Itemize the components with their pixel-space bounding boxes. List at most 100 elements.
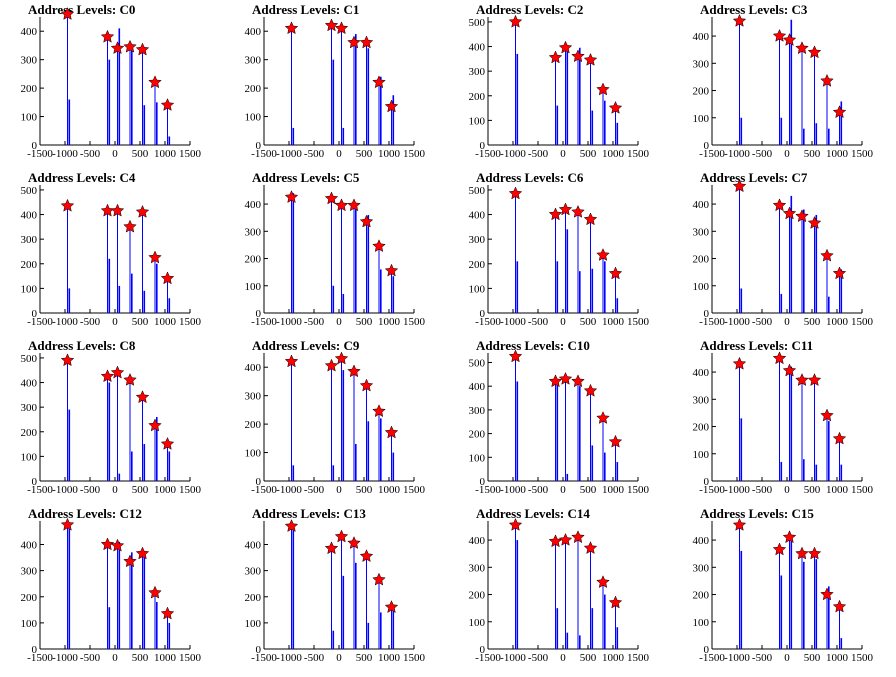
y-tick-label: 0 <box>32 308 38 320</box>
x-tick-label: -1000 <box>276 652 302 664</box>
peak-star-marker <box>347 198 361 212</box>
peak-star-marker <box>732 356 747 370</box>
peak-star-marker <box>123 39 137 53</box>
y-tick-label: 200 <box>21 259 38 271</box>
x-tick-label: 0 <box>112 148 118 160</box>
x-tick-label: 1500 <box>627 148 650 160</box>
y-tick-label: 300 <box>21 55 38 67</box>
peak-star-marker <box>372 239 386 252</box>
x-tick-label: 0 <box>336 148 342 160</box>
peak-star-marker <box>548 207 563 221</box>
peak-star-marker <box>832 266 847 280</box>
x-tick-label: 0 <box>112 484 118 496</box>
peak-star-marker <box>160 606 175 620</box>
peak-star-marker <box>782 363 797 377</box>
y-tick-label: 200 <box>469 590 486 602</box>
peak-star-marker <box>548 374 563 388</box>
x-tick-label: -1000 <box>52 148 78 160</box>
peak-star-marker <box>359 214 374 228</box>
peak-star-marker <box>284 21 299 35</box>
x-tick-label: -1000 <box>500 652 526 664</box>
peak-star-marker <box>135 390 150 404</box>
y-tick-label: 500 <box>469 17 486 29</box>
x-tick-label: 1000 <box>602 148 625 160</box>
panel-c0: Address Levels: C0 0 100 200 300 400 -1500 -100… <box>21 2 202 160</box>
y-tick-label: 400 <box>21 540 38 552</box>
peak-star-marker <box>583 212 598 226</box>
y-tick-label: 400 <box>245 540 262 552</box>
x-tick-label: 1000 <box>378 148 401 160</box>
x-tick-label: -500 <box>528 484 549 496</box>
y-tick-label: 400 <box>21 210 38 222</box>
x-tick-label: 500 <box>804 148 821 160</box>
x-tick-label: -1500 <box>699 652 725 664</box>
peak-star-marker <box>782 206 797 220</box>
peak-star-marker <box>782 32 797 46</box>
x-tick-label: 1000 <box>378 316 401 328</box>
x-tick-label: -1500 <box>27 652 53 664</box>
x-tick-label: -1000 <box>500 484 526 496</box>
peak-star-marker <box>347 35 361 49</box>
peak-star-marker <box>123 554 137 568</box>
peak-star-marker <box>284 190 299 203</box>
y-tick-label: 100 <box>693 617 710 629</box>
x-tick-label: 1500 <box>403 316 426 328</box>
peak-star-marker <box>334 351 349 365</box>
x-tick-label: 1000 <box>826 484 849 496</box>
peak-star-marker <box>772 542 787 556</box>
x-tick-label: 500 <box>356 484 373 496</box>
y-tick-label: 200 <box>469 91 486 103</box>
panel-title: Address Levels: C5 <box>252 170 360 185</box>
peak-star-marker <box>60 198 75 212</box>
x-tick-label: -500 <box>80 652 101 664</box>
panel-title: Address Levels: C8 <box>28 338 136 353</box>
peak-star-marker <box>123 219 137 233</box>
peak-star-marker <box>359 35 374 49</box>
y-tick-label: 200 <box>21 83 38 95</box>
y-tick-label: 300 <box>245 226 262 238</box>
x-tick-label: 1500 <box>403 148 426 160</box>
peak-star-marker <box>284 354 299 368</box>
y-tick-label: 0 <box>704 308 710 320</box>
y-tick-label: 0 <box>32 476 38 488</box>
y-tick-label: 300 <box>21 234 38 246</box>
x-tick-label: -500 <box>304 148 325 160</box>
y-tick-label: 0 <box>32 644 38 656</box>
x-tick-label: 1500 <box>851 148 874 160</box>
y-tick-label: 100 <box>469 115 486 127</box>
peak-star-marker <box>100 537 115 551</box>
peak-star-marker <box>596 411 610 424</box>
x-tick-label: 1000 <box>378 484 401 496</box>
x-tick-label: -500 <box>752 148 773 160</box>
x-tick-label: -1500 <box>699 316 725 328</box>
peak-star-marker <box>795 373 809 387</box>
x-tick-label: 0 <box>112 316 118 328</box>
x-tick-label: 0 <box>336 652 342 664</box>
x-tick-label: 0 <box>784 652 790 664</box>
peak-star-marker <box>110 538 125 552</box>
peak-star-marker <box>334 529 349 543</box>
peak-star-marker <box>795 209 809 223</box>
panel-title: Address Levels: C11 <box>700 338 813 353</box>
x-tick-label: -500 <box>304 316 325 328</box>
y-tick-label: 200 <box>21 427 38 439</box>
y-tick-label: 300 <box>21 566 38 578</box>
peak-star-marker <box>372 572 386 586</box>
x-tick-label: 1000 <box>826 652 849 664</box>
peak-star-marker <box>571 49 585 63</box>
x-tick-label: -1500 <box>699 484 725 496</box>
panel-c15: Address Levels: C15 0 100 200 300 400 -1500 -10… <box>693 506 874 664</box>
y-tick-label: 400 <box>245 26 262 38</box>
peak-star-marker <box>284 519 299 533</box>
x-tick-label: 500 <box>132 484 149 496</box>
x-tick-label: 0 <box>336 484 342 496</box>
panel-c11: Address Levels: C11 0 100 200 300 400 -1500 -10… <box>693 338 874 496</box>
y-tick-label: 100 <box>469 452 486 464</box>
x-tick-label: -1000 <box>724 484 750 496</box>
peak-star-marker <box>807 45 822 59</box>
peak-star-marker <box>596 575 610 588</box>
peak-star-marker <box>832 599 847 613</box>
x-tick-label: 0 <box>784 148 790 160</box>
x-tick-label: 1000 <box>154 652 177 664</box>
peak-star-marker <box>148 250 162 264</box>
